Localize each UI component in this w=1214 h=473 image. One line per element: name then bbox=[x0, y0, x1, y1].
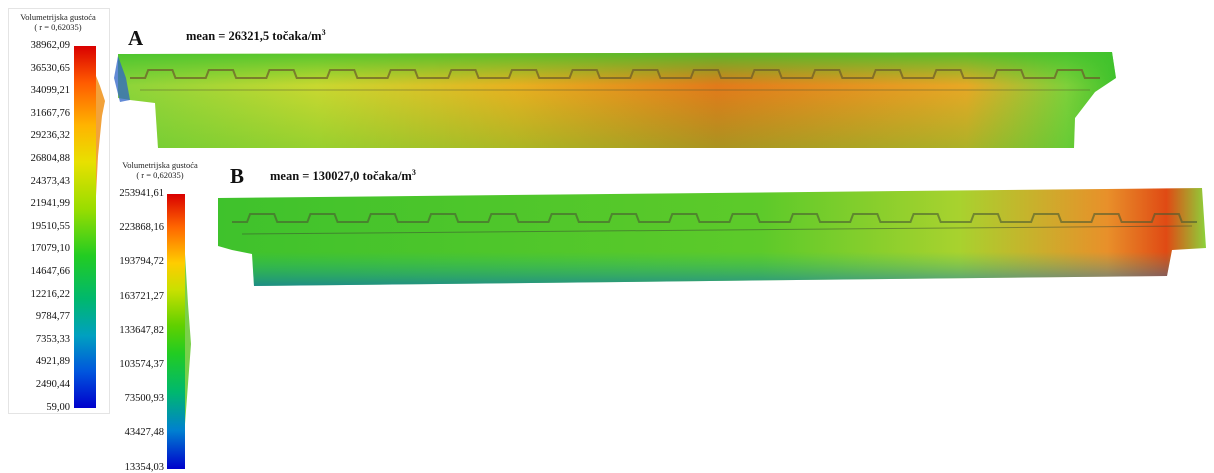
beam-a-image bbox=[114, 52, 1116, 148]
legend-a-tick-label: 38962,09 bbox=[30, 40, 70, 51]
legend-b-tick-label: 13354,03 bbox=[124, 461, 164, 473]
legend-a-tick-label: 9784,77 bbox=[35, 311, 70, 323]
legend-a-tick-label: 59,00 bbox=[46, 401, 70, 413]
legend-b-subtitle: ( r = 0,62035) bbox=[136, 170, 184, 180]
legend-a-tick-label: 29236,32 bbox=[30, 130, 70, 142]
legend-a-tick-label: 7353,33 bbox=[35, 333, 70, 345]
legend-b-tick-label: 103574,37 bbox=[119, 359, 164, 370]
legend-a-tick-label: 2490,44 bbox=[35, 379, 70, 390]
legend-a-tick-label: 19510,55 bbox=[30, 220, 70, 232]
panel-b-letter: B bbox=[230, 164, 245, 188]
legend-a-tick-label: 21941,99 bbox=[30, 198, 70, 210]
legend-b-tick-label: 163721,27 bbox=[119, 290, 164, 302]
legend-b-tick-label: 73500,93 bbox=[124, 393, 164, 405]
legend-a-tick-label: 14647,66 bbox=[30, 266, 70, 277]
legend-a-tick-label: 4921,89 bbox=[35, 356, 70, 368]
legend-b-tick-label: 133647,82 bbox=[119, 324, 164, 336]
legend-a-tick-label: 31667,76 bbox=[30, 107, 70, 119]
legend-b-histogram bbox=[185, 254, 191, 424]
legend-a-tick-label: 34099,21 bbox=[30, 85, 70, 97]
panel-b-mean: mean = 130027,0 točaka/m3 bbox=[270, 168, 416, 184]
legend-b-tick-label: 223868,16 bbox=[119, 222, 164, 234]
legend-a-tick-label: 24373,43 bbox=[30, 175, 70, 187]
legend-b-tick-label: 193794,72 bbox=[119, 256, 164, 268]
legend-b-title: Volumetrijska gustoća ( r = 0,62035) bbox=[112, 160, 208, 180]
legend-a-tick-label: 12216,22 bbox=[30, 288, 70, 300]
panel-a-letter: A bbox=[128, 26, 144, 50]
legend-a-subtitle: ( r = 0,62035) bbox=[34, 22, 82, 32]
beam-b-image bbox=[218, 188, 1206, 286]
legend-a-histogram bbox=[96, 46, 105, 196]
legend-b-colorbar bbox=[167, 194, 185, 469]
legend-a-tick-label: 26804,88 bbox=[30, 153, 70, 164]
legend-a-title: Volumetrijska gustoća ( r = 0,62035) bbox=[12, 12, 104, 32]
legend-b-tick-label: 43427,48 bbox=[124, 427, 164, 439]
panel-a-mean: mean = 26321,5 točaka/m3 bbox=[186, 28, 326, 44]
legend-b-tick-label: 253941,61 bbox=[119, 188, 164, 199]
legend-a-colorbar bbox=[74, 46, 96, 408]
legend-a-tick-label: 17079,10 bbox=[30, 243, 70, 255]
legend-a-tick-label: 36530,65 bbox=[30, 62, 70, 74]
